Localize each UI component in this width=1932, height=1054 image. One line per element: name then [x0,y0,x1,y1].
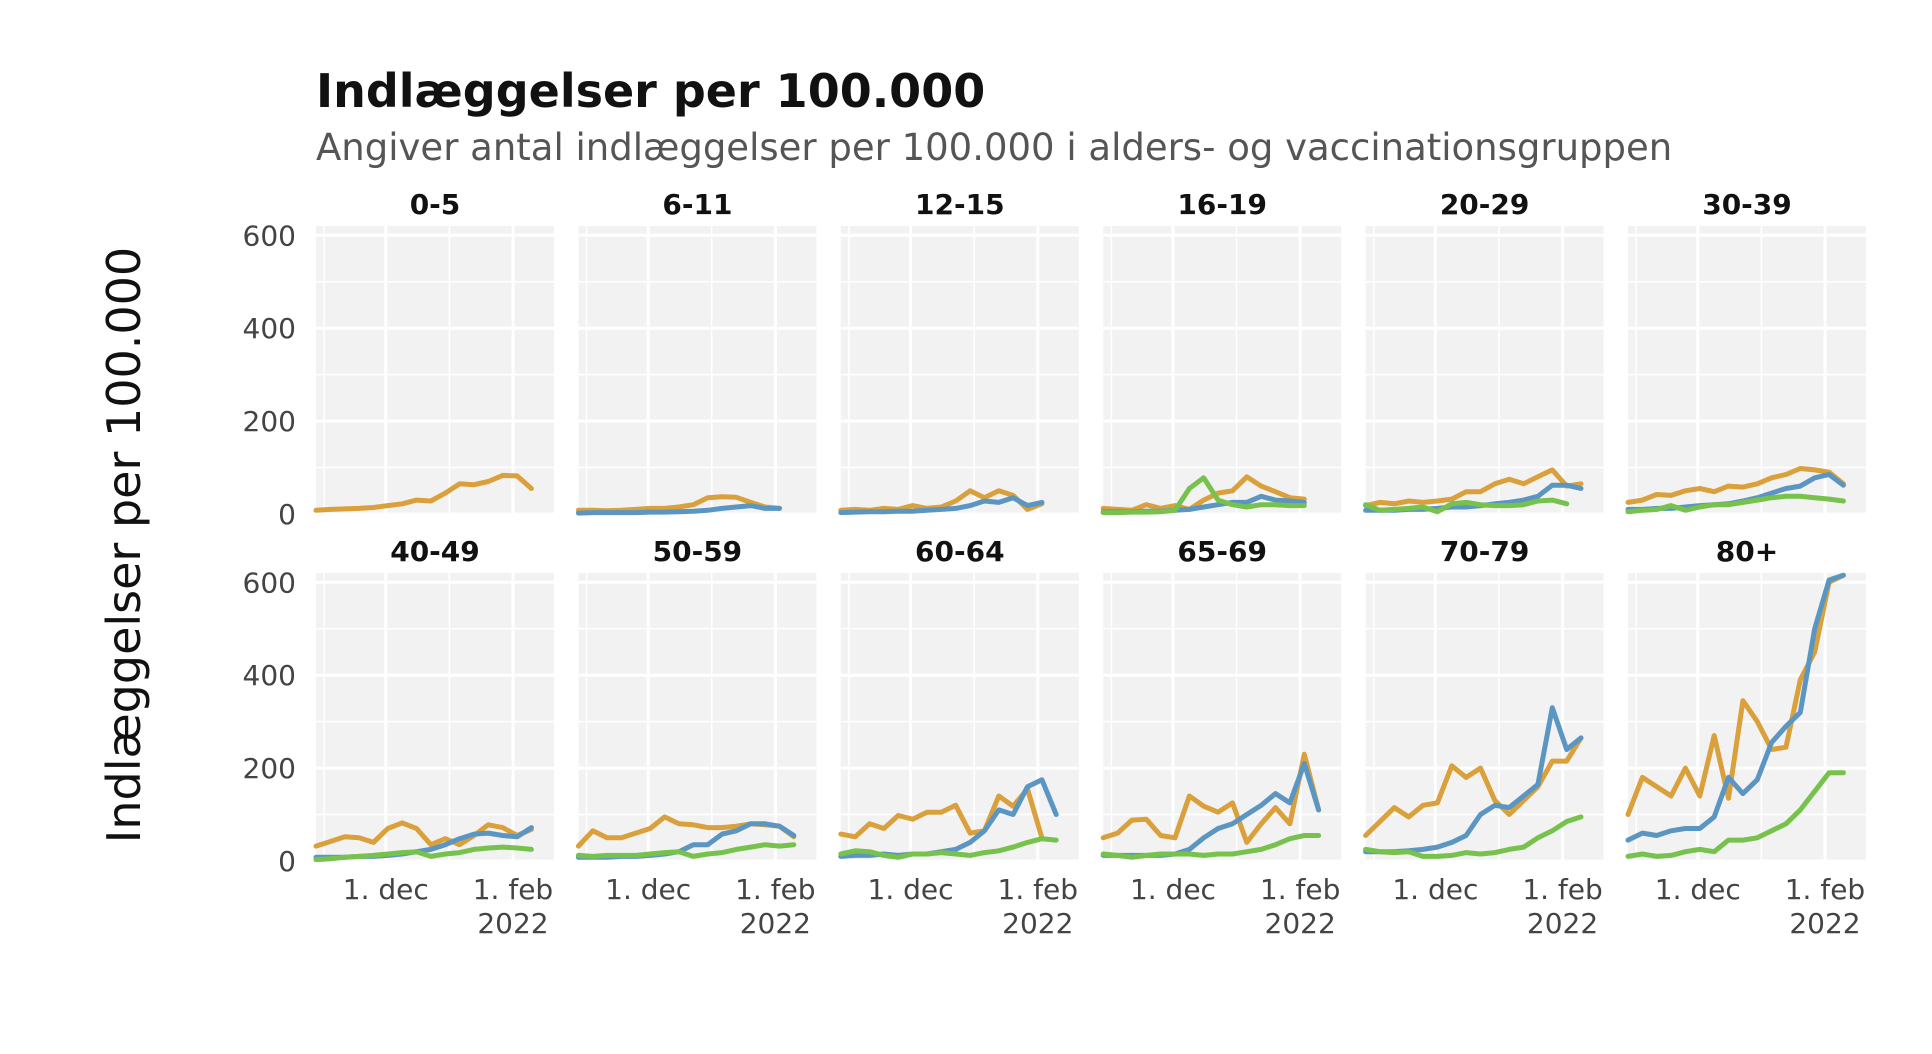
facet-panel: 12-15 [838,188,1079,516]
x-tick-label: 1. feb [998,873,1078,906]
x-tick-label: 1. dec [868,873,954,906]
series-line-green [1363,814,1584,859]
facet-label: 30-39 [1702,188,1792,221]
x-tick-label: 1. feb [1260,873,1340,906]
chart-subtitle: Angiver antal indlæggelser per 100.000 i… [316,126,1673,169]
x-tick-label: 1. feb [1522,873,1602,906]
facet-label: 70-79 [1440,535,1530,568]
facet-panel: 20-29 [1363,188,1604,516]
panel-background [316,226,554,514]
x-tick-label-year: 2022 [1265,907,1336,940]
series-line-green [1625,770,1846,859]
x-tick-label: 1. dec [1392,873,1478,906]
x-tick-label-year: 2022 [1789,907,1860,940]
x-tick-label: 1. dec [605,873,691,906]
facet-label: 80+ [1716,535,1778,568]
y-axis-title: Indlæggelser per 100.000 [97,247,151,843]
series-line-green [1363,497,1570,515]
series-line-orange [313,820,534,849]
series-line-orange [1625,466,1846,505]
series-line-orange [1363,735,1584,838]
series-line-blue [838,495,1045,516]
x-tick-label: 1. feb [1785,873,1865,906]
facet-label: 20-29 [1440,188,1530,221]
panel-background [578,573,817,861]
facet-label: 50-59 [653,535,743,568]
panel-background [1103,226,1342,514]
facet-panel: 0-5 0 200 400 600 [243,188,554,531]
panel-background [1365,573,1604,861]
series-line-green [838,836,1059,860]
x-tick-label: 1. dec [343,873,429,906]
facet-label: 60-64 [915,535,1005,568]
y-tick-label: 0 [278,498,296,531]
y-tick-label: 0 [278,845,296,878]
x-tick-label-year: 2022 [740,907,811,940]
x-tick-label: 1. dec [1655,873,1741,906]
facet-label: 16-19 [1177,188,1267,221]
panel-background [840,226,1079,514]
y-tick-label: 200 [243,405,296,438]
panel-background [578,226,817,514]
y-tick-label: 600 [243,219,296,252]
facet-label: 40-49 [390,535,480,568]
facet-label: 12-15 [915,188,1005,221]
x-tick-label-year: 2022 [1527,907,1598,940]
series-line-orange [1100,474,1307,513]
chart-title: Indlæggelser per 100.000 [316,64,986,118]
panel-background [1365,226,1604,514]
facet-panel: 30-39 [1625,188,1866,516]
series-line-green [1625,493,1846,515]
series-line-blue [575,503,782,516]
series-line-orange [1100,751,1322,845]
facet-grid: 0-5 0 200 400 600 6-11 12-15 16-19 20-29 30-39 40-… [243,188,1866,940]
x-tick-label: 1. feb [473,873,553,906]
panel-background [316,573,554,861]
panel-background [1628,573,1866,861]
series-line-green [1100,475,1307,516]
y-tick-label: 400 [243,659,296,692]
y-tick-label: 600 [243,566,296,599]
x-tick-label: 1. feb [735,873,815,906]
series-line-green [575,842,797,859]
facet-panel: 6-11 [575,188,817,516]
x-tick-label: 1. dec [1130,873,1216,906]
series-line-orange [838,786,1045,841]
facet-label: 65-69 [1177,535,1267,568]
series-line-blue [1625,572,1846,843]
series-line-green [313,844,534,863]
x-tick-label-year: 2022 [1002,907,1073,940]
series-line-orange [1363,467,1584,509]
y-tick-label: 400 [243,312,296,345]
series-line-orange [313,472,534,513]
facet-label: 6-11 [662,188,732,221]
facet-panel: 16-19 [1100,188,1342,516]
series-line-green [1100,833,1322,860]
x-tick-label-year: 2022 [477,907,548,940]
facet-label: 0-5 [410,188,461,221]
y-tick-label: 200 [243,752,296,785]
